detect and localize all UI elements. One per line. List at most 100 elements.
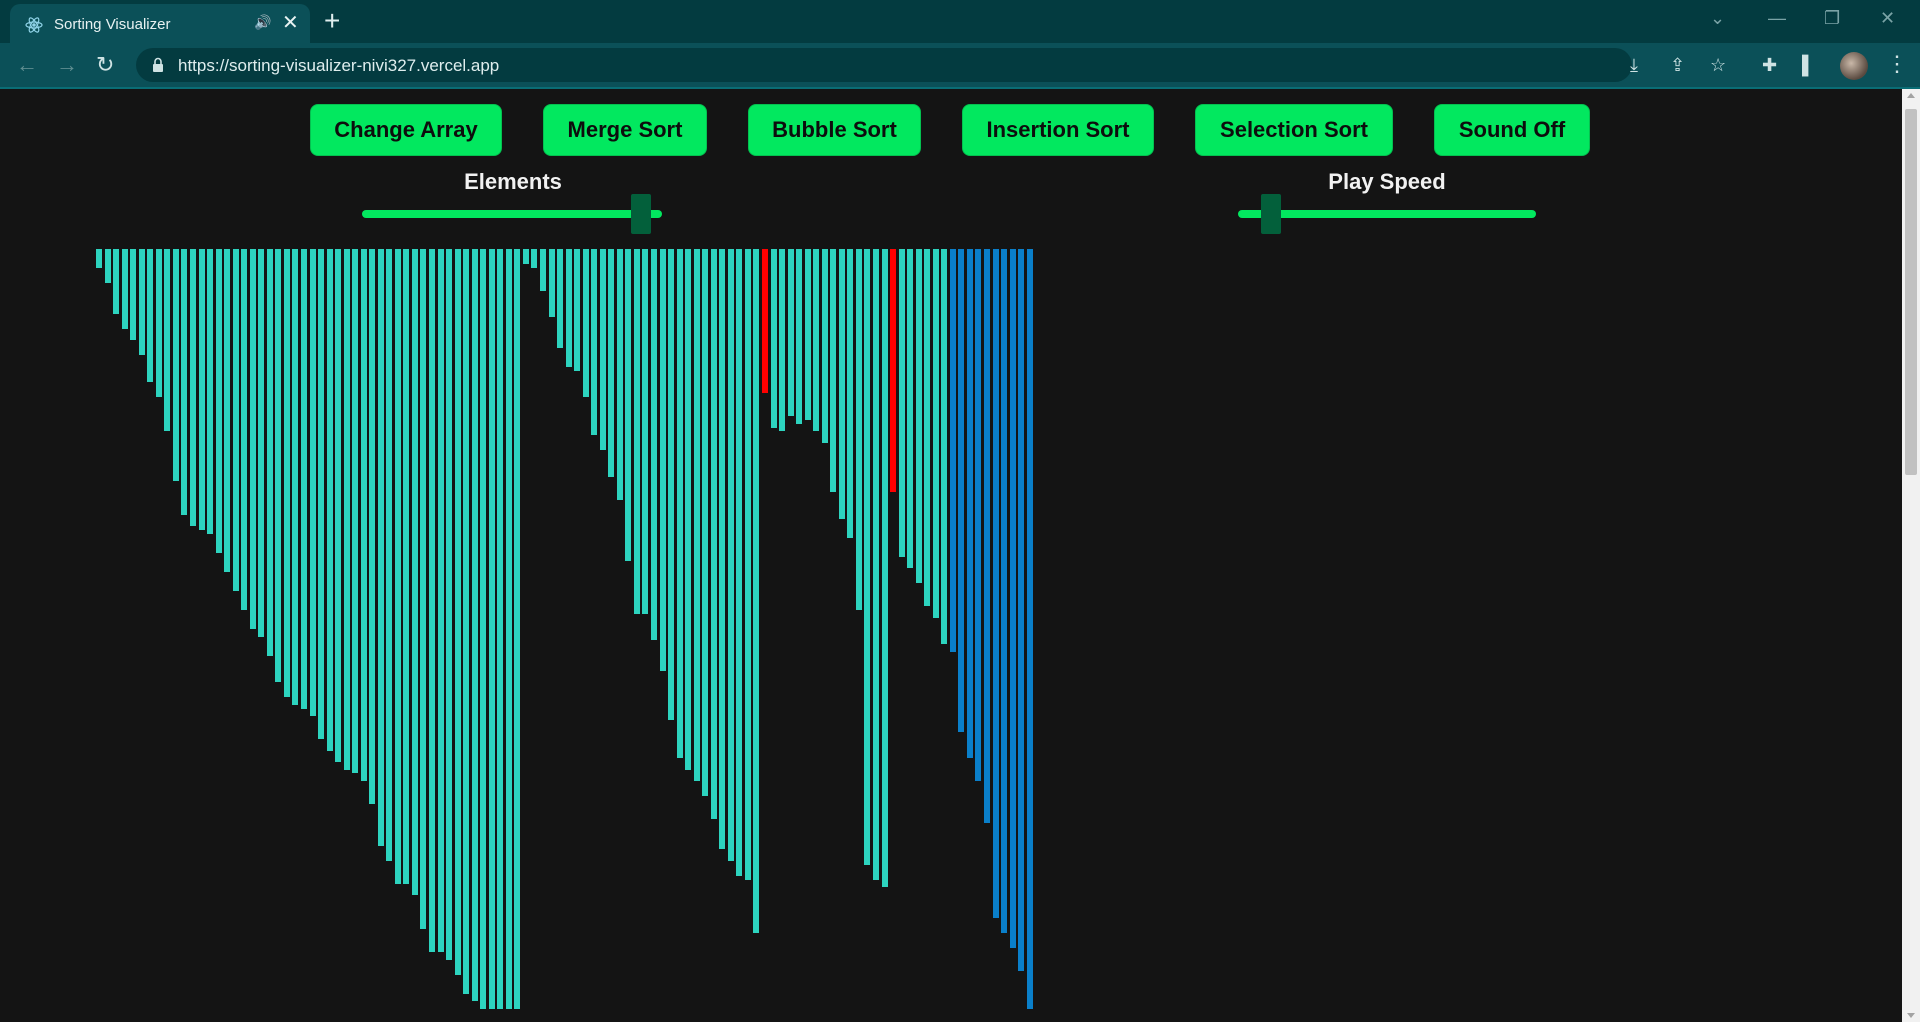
- sidebar-icon[interactable]: ▌: [1802, 55, 1815, 75]
- array-bar: [522, 249, 529, 264]
- array-bar: [283, 249, 290, 697]
- page-scrollbar[interactable]: [1902, 89, 1920, 1022]
- array-bar: [429, 249, 435, 952]
- array-bar: [873, 249, 879, 880]
- array-bar: [488, 249, 495, 1009]
- array-bar: [471, 249, 478, 1001]
- scrollbar-thumb[interactable]: [1905, 109, 1917, 475]
- elements-slider-thumb[interactable]: [631, 194, 651, 234]
- restore-icon[interactable]: ❐: [1824, 8, 1841, 28]
- page-viewport: Change Array Merge Sort Bubble Sort Inse…: [0, 89, 1902, 1022]
- array-bar: [505, 249, 512, 1009]
- array-bar: [147, 249, 154, 382]
- speaker-icon[interactable]: 🔊: [254, 14, 272, 30]
- array-bar: [369, 249, 376, 804]
- array-bar: [514, 249, 521, 1009]
- forward-arrow-icon[interactable]: →: [56, 52, 78, 77]
- array-bar: [941, 249, 948, 644]
- array-bar: [625, 249, 632, 561]
- kebab-menu-icon[interactable]: ⋮: [1886, 51, 1908, 76]
- array-bar: [318, 249, 324, 739]
- avatar[interactable]: [1840, 52, 1868, 80]
- array-bar: [984, 249, 990, 823]
- array-bar: [386, 249, 393, 861]
- reload-icon[interactable]: ↻: [96, 52, 115, 77]
- array-bar: [591, 249, 598, 435]
- array-bar: [420, 249, 427, 929]
- array-bar: [949, 249, 956, 652]
- array-bar: [215, 249, 222, 553]
- array-bar: [762, 249, 768, 393]
- array-bar: [548, 249, 555, 317]
- array-bar: [668, 249, 674, 720]
- elements-slider[interactable]: [362, 210, 662, 218]
- react-logo-icon: [25, 17, 43, 33]
- array-bar: [224, 249, 231, 572]
- back-arrow-icon[interactable]: ←: [16, 52, 38, 77]
- array-bar: [454, 249, 461, 975]
- array-bar: [403, 249, 410, 884]
- window-close-icon[interactable]: ✕: [1880, 8, 1896, 28]
- scroll-down-icon[interactable]: [1907, 1013, 1915, 1018]
- array-bar: [198, 249, 205, 530]
- array-bar: [813, 249, 820, 431]
- array-bar: [821, 249, 828, 443]
- array-bar: [864, 249, 871, 865]
- elements-label: Elements: [464, 169, 562, 194]
- array-bar: [890, 249, 896, 492]
- array-bar: [463, 249, 470, 994]
- array-bar: [599, 249, 606, 450]
- array-bar: [411, 249, 418, 895]
- insertion-sort-button[interactable]: Insertion Sort: [962, 104, 1154, 156]
- close-icon[interactable]: ✕: [282, 12, 299, 34]
- array-bar: [292, 249, 299, 705]
- array-bar: [651, 249, 657, 640]
- array-bar: [804, 249, 811, 420]
- address-bar[interactable]: https://sorting-visualizer-nivi327.verce…: [136, 48, 1726, 82]
- array-bar: [531, 249, 538, 268]
- lock-icon: [153, 57, 163, 72]
- browser-tab[interactable]: Sorting Visualizer 🔊 ✕: [10, 4, 310, 44]
- plus-icon[interactable]: +: [324, 5, 341, 36]
- browser-toolbar: ← → ↻ https://sorting-visualizer-nivi327…: [0, 43, 1920, 89]
- array-bar: [924, 249, 931, 606]
- tab-strip: Sorting Visualizer 🔊 ✕ + ⌄ — ❐ ✕: [0, 0, 1920, 44]
- array-bar: [744, 249, 751, 880]
- array-bar: [642, 249, 649, 614]
- play-speed-slider[interactable]: [1238, 210, 1536, 218]
- star-icon[interactable]: ☆: [1710, 55, 1727, 75]
- array-bar: [360, 249, 367, 781]
- array-bar: [565, 249, 572, 367]
- play-speed-slider-thumb[interactable]: [1261, 194, 1281, 234]
- array-bar: [480, 249, 487, 1009]
- url-text[interactable]: https://sorting-visualizer-nivi327.verce…: [178, 56, 500, 75]
- array-bar: [497, 249, 504, 1009]
- install-icon[interactable]: ⤓: [1630, 55, 1638, 75]
- merge-sort-button[interactable]: Merge Sort: [543, 104, 707, 156]
- array-bar: [113, 249, 120, 314]
- array-bar: [1001, 249, 1007, 933]
- selection-sort-button[interactable]: Selection Sort: [1195, 104, 1393, 156]
- puzzle-icon[interactable]: ✚: [1762, 55, 1778, 75]
- change-array-button[interactable]: Change Array: [310, 104, 502, 156]
- minimize-icon[interactable]: —: [1768, 8, 1786, 28]
- array-bar: [138, 249, 145, 355]
- array-bar: [659, 249, 666, 671]
- bubble-sort-button[interactable]: Bubble Sort: [748, 104, 921, 156]
- array-bar: [241, 249, 248, 610]
- array-bar: [719, 249, 726, 849]
- chevron-down-icon[interactable]: ⌄: [1710, 8, 1726, 28]
- array-bar: [608, 249, 615, 477]
- array-bar: [249, 249, 256, 629]
- share-icon[interactable]: ⇪: [1670, 55, 1686, 75]
- array-bar: [855, 249, 862, 610]
- array-bar: [693, 249, 700, 781]
- array-bar: [574, 249, 581, 371]
- scroll-up-icon[interactable]: [1907, 93, 1915, 98]
- array-bar: [838, 249, 845, 519]
- array-bar: [992, 249, 999, 918]
- sound-toggle-button[interactable]: Sound Off: [1434, 104, 1590, 156]
- array-bar: [932, 249, 939, 618]
- array-bar: [96, 249, 102, 268]
- array-bar: [266, 249, 273, 656]
